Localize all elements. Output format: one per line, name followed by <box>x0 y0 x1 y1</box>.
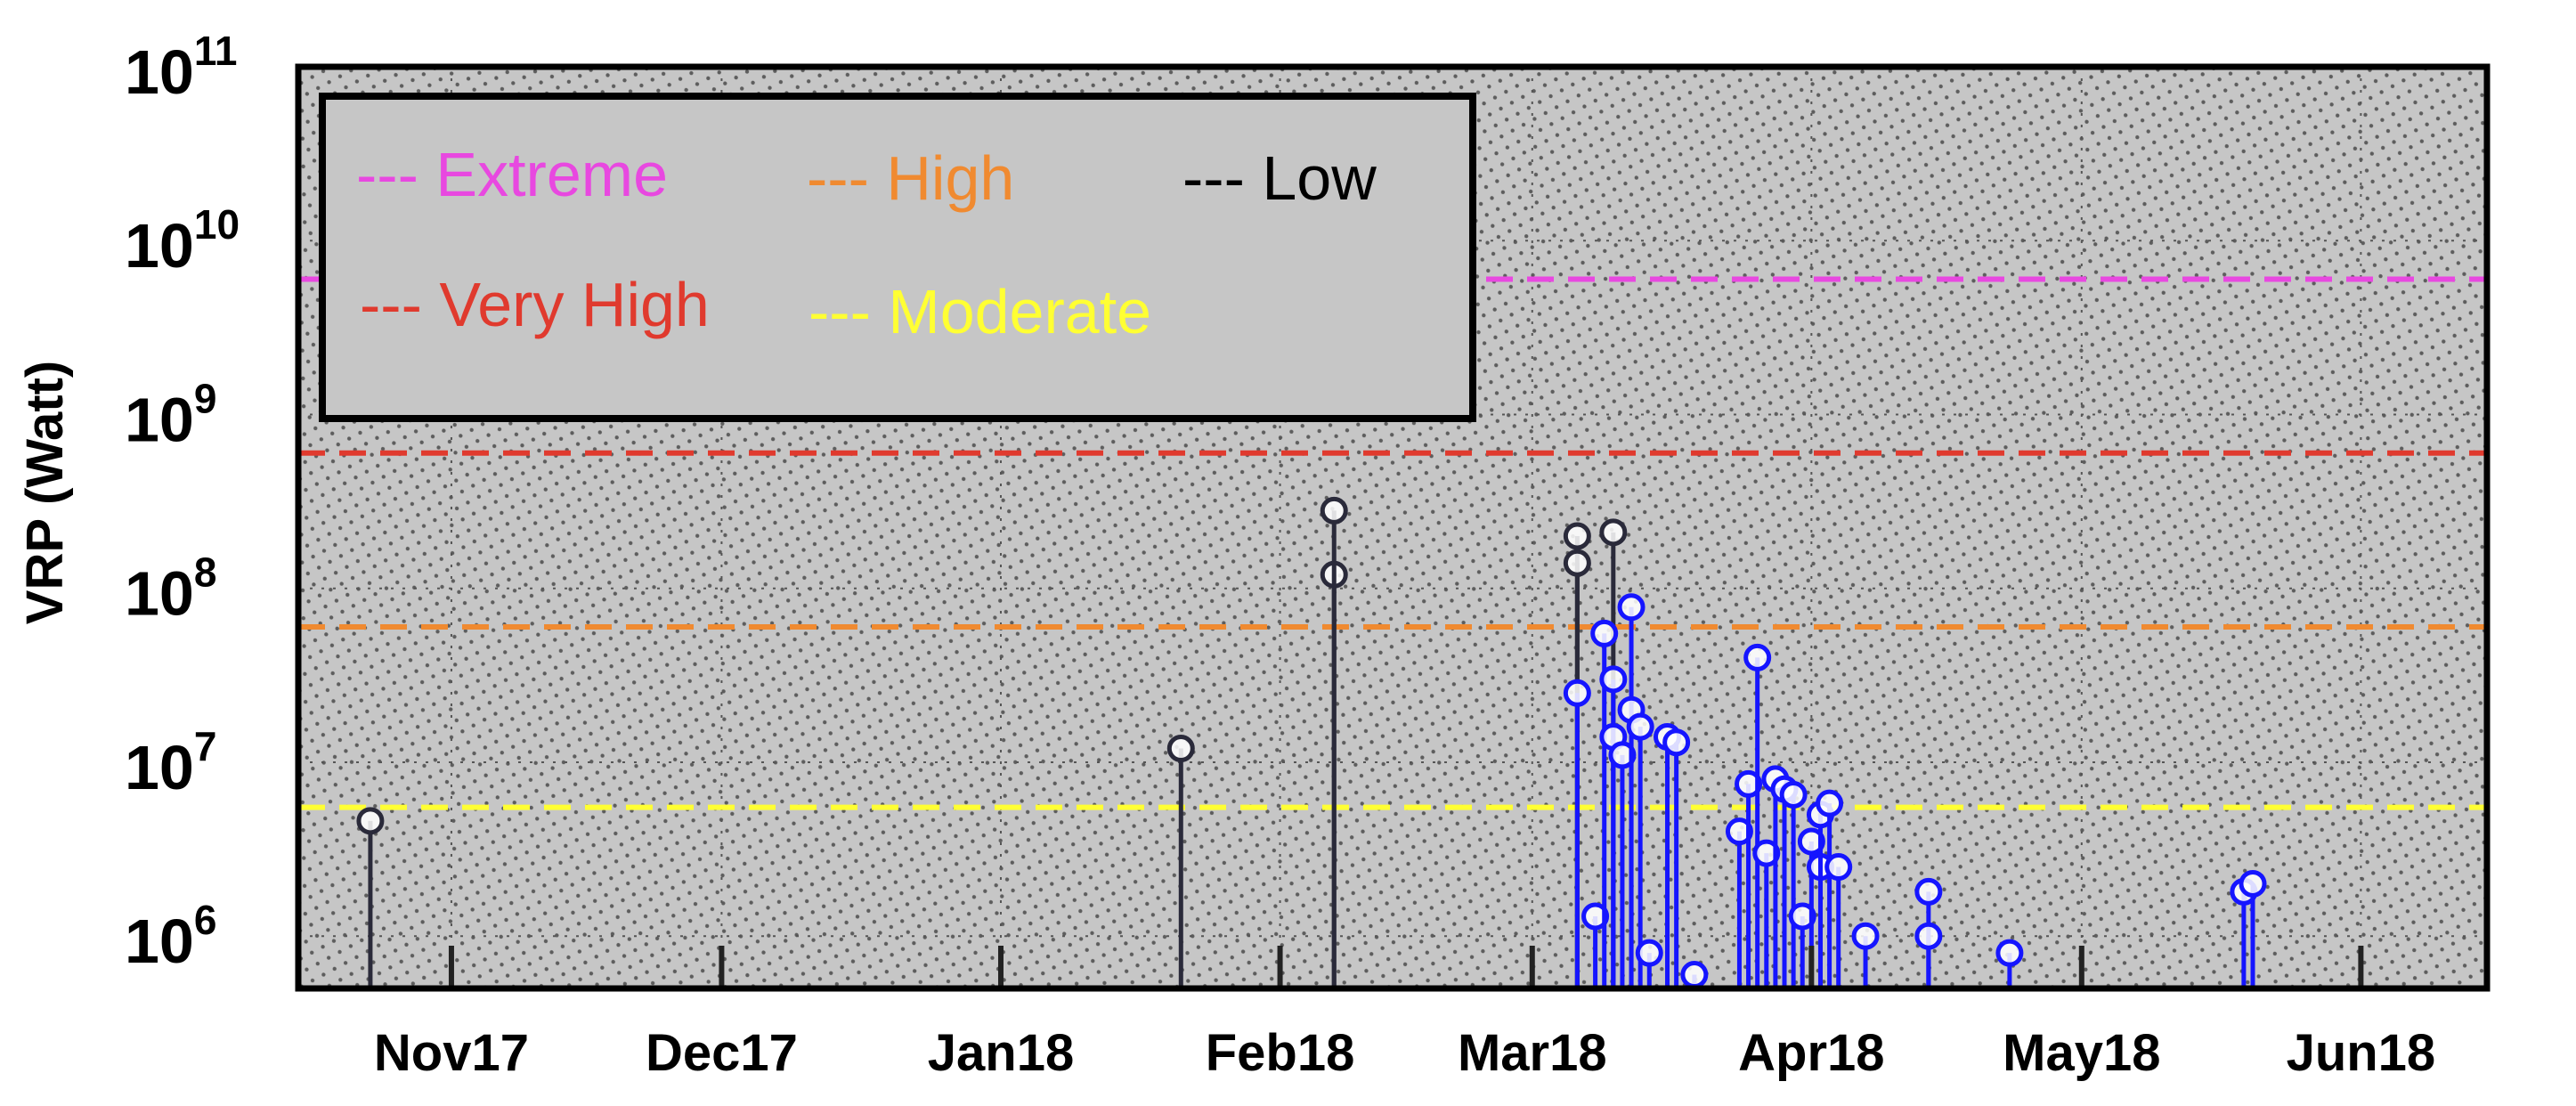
x-tick-label: Jan18 <box>928 1024 1074 1082</box>
x-tick-marks <box>448 946 2364 988</box>
data-point <box>1680 961 1709 989</box>
y-tick-base: 10 <box>125 37 194 107</box>
x-axis-ticks: Nov17 Dec17 Jan18 Feb18 Mar18 Apr18 May18 Jun18 <box>374 1024 2435 1082</box>
x-tick-label: Apr18 <box>1738 1024 1884 1082</box>
data-point <box>1590 619 1619 647</box>
y-tick-base: 10 <box>125 385 194 454</box>
data-point <box>1995 939 2024 967</box>
y-tick-base: 10 <box>125 733 194 802</box>
x-tick-label: May18 <box>2003 1024 2160 1082</box>
data-point <box>356 807 385 835</box>
data-point <box>1581 902 1610 931</box>
legend-box <box>319 93 1476 422</box>
y-tick-exponent: 7 <box>194 723 217 769</box>
legend: --- Extreme --- High --- Low --- Very Hi… <box>319 93 1476 422</box>
data-point <box>1563 549 1591 577</box>
data-point <box>1635 939 1663 967</box>
data-point <box>1824 853 1853 882</box>
data-point <box>1797 827 1825 856</box>
data-point <box>1608 741 1637 769</box>
data-point <box>1743 643 1772 671</box>
data-point <box>1662 728 1691 757</box>
data-point <box>1914 922 1943 950</box>
y-tick-label: 108 <box>125 549 216 629</box>
x-tick-label: Mar18 <box>1458 1024 1607 1082</box>
y-tick-base: 10 <box>125 211 194 281</box>
data-point <box>1816 789 1844 817</box>
data-point <box>1563 522 1591 550</box>
y-tick-label: 106 <box>125 897 216 976</box>
legend-high: --- High <box>807 143 1014 213</box>
y-tick-label: 109 <box>125 375 216 454</box>
data-point <box>2239 869 2267 898</box>
data-point <box>1599 665 1628 694</box>
data-point <box>1599 518 1628 547</box>
y-tick-label: 1010 <box>125 201 240 281</box>
x-tick-label: Nov17 <box>374 1024 529 1082</box>
data-point <box>1914 877 1943 906</box>
data-point <box>1617 593 1646 622</box>
y-axis-label: VRP (Watt) <box>16 361 74 624</box>
y-tick-exponent: 11 <box>194 28 238 74</box>
data-point <box>1725 817 1753 846</box>
data-point <box>1851 922 1880 950</box>
y-tick-exponent: 10 <box>194 201 240 248</box>
y-tick-exponent: 9 <box>194 375 217 421</box>
x-tick-label: Feb18 <box>1206 1024 1355 1082</box>
data-point <box>1626 712 1654 741</box>
legend-low: --- Low <box>1182 143 1377 213</box>
legend-very-high: --- Very High <box>360 270 710 339</box>
threshold-lines <box>298 276 2487 810</box>
plot-frame <box>295 63 2491 992</box>
y-tick-exponent: 8 <box>194 549 217 596</box>
x-tick-label: Jun18 <box>2287 1024 2436 1082</box>
y-tick-label: 1011 <box>125 28 238 107</box>
data-point <box>1320 496 1348 525</box>
y-tick-base: 10 <box>125 559 194 629</box>
data-point <box>1563 679 1591 707</box>
y-tick-base: 10 <box>125 907 194 976</box>
data-point <box>1735 769 1763 798</box>
data-point <box>1752 839 1781 867</box>
data-point <box>1779 781 1808 809</box>
y-tick-exponent: 6 <box>194 897 217 943</box>
x-tick-label: Dec17 <box>646 1024 798 1082</box>
data-point <box>1166 735 1195 763</box>
y-tick-label: 107 <box>125 723 216 802</box>
legend-extreme: --- Extreme <box>356 140 668 209</box>
data-point <box>1788 902 1816 931</box>
legend-moderate: --- Moderate <box>809 277 1151 346</box>
